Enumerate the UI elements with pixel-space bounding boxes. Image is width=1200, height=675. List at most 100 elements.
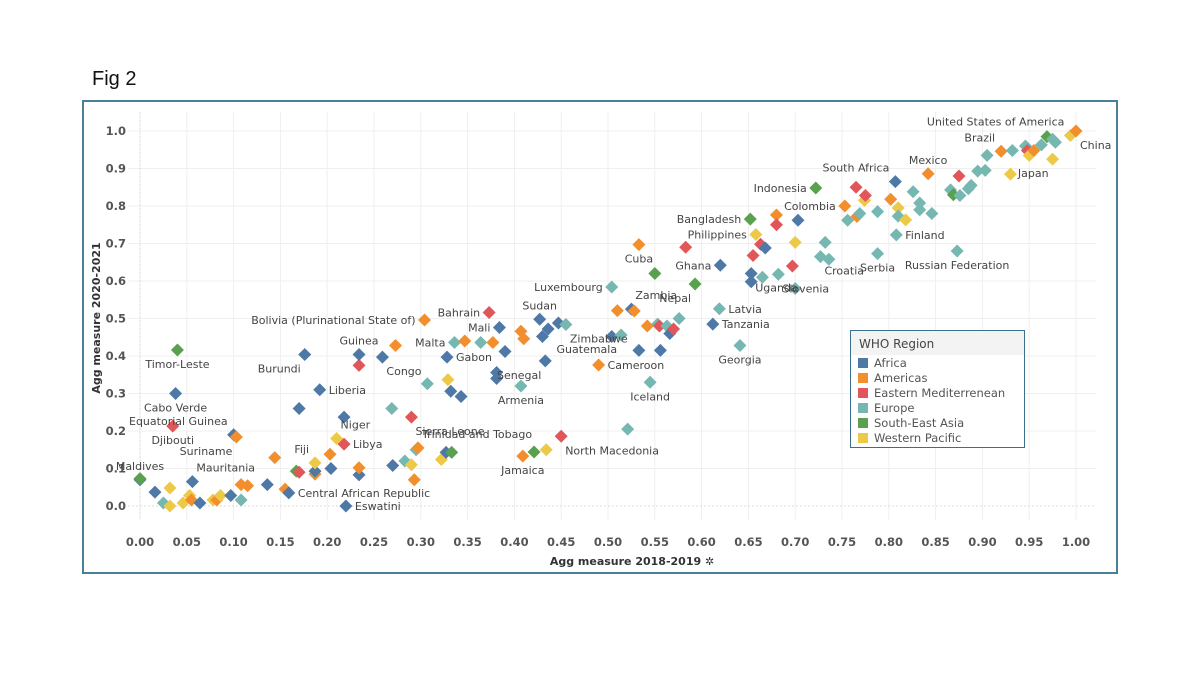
data-point[interactable] — [978, 163, 992, 177]
data-point[interactable] — [744, 267, 758, 280]
data-point[interactable] — [706, 317, 720, 331]
data-point[interactable] — [788, 282, 802, 295]
data-point[interactable] — [559, 318, 573, 331]
data-point[interactable] — [871, 247, 885, 261]
data-point[interactable] — [921, 167, 935, 181]
data-point[interactable] — [632, 343, 646, 357]
data-point[interactable] — [749, 228, 763, 241]
data-point[interactable] — [605, 280, 619, 294]
data-point[interactable] — [640, 319, 654, 333]
data-point[interactable] — [592, 358, 606, 372]
data-point[interactable] — [407, 473, 421, 487]
data-point[interactable] — [541, 322, 555, 336]
data-point[interactable] — [643, 375, 657, 389]
data-point[interactable] — [853, 207, 867, 220]
data-point[interactable] — [841, 213, 855, 227]
data-point[interactable] — [482, 306, 496, 319]
data-point[interactable] — [610, 304, 624, 318]
data-point[interactable] — [769, 208, 783, 222]
data-point[interactable] — [298, 348, 312, 361]
data-point[interactable] — [514, 379, 528, 393]
data-point[interactable] — [268, 451, 282, 465]
data-point[interactable] — [418, 313, 432, 327]
data-point[interactable] — [952, 169, 966, 183]
data-point[interactable] — [498, 345, 512, 358]
data-point[interactable] — [260, 478, 274, 492]
data-point[interactable] — [474, 336, 488, 349]
data-point[interactable] — [906, 185, 920, 199]
data-point[interactable] — [444, 384, 458, 398]
legend-item[interactable]: Europe — [851, 400, 1024, 415]
data-point[interactable] — [337, 410, 351, 424]
data-point[interactable] — [375, 350, 389, 364]
data-point[interactable] — [133, 472, 147, 486]
data-point[interactable] — [533, 312, 547, 326]
data-point[interactable] — [838, 199, 852, 213]
data-point[interactable] — [653, 343, 667, 357]
legend-item[interactable]: Eastern Mediterrenean — [851, 385, 1024, 400]
data-point[interactable] — [809, 181, 823, 195]
data-point[interactable] — [994, 144, 1008, 158]
data-point[interactable] — [241, 479, 255, 493]
data-point[interactable] — [282, 486, 296, 500]
data-point[interactable] — [169, 387, 183, 400]
data-point[interactable] — [404, 458, 418, 472]
data-point[interactable] — [672, 312, 686, 325]
data-point[interactable] — [858, 189, 872, 202]
data-point[interactable] — [163, 481, 177, 495]
data-point[interactable] — [913, 196, 927, 210]
data-point[interactable] — [213, 489, 227, 502]
data-point[interactable] — [389, 339, 403, 352]
data-point[interactable] — [535, 330, 549, 343]
data-point[interactable] — [688, 277, 702, 291]
data-point[interactable] — [339, 499, 353, 513]
data-point[interactable] — [313, 383, 327, 397]
data-point[interactable] — [352, 348, 366, 361]
data-point[interactable] — [193, 496, 207, 510]
legend-item[interactable]: Western Pacific — [851, 430, 1024, 445]
data-point[interactable] — [889, 228, 903, 242]
data-point[interactable] — [632, 238, 646, 252]
data-point[interactable] — [352, 461, 366, 475]
data-point[interactable] — [385, 402, 399, 415]
data-point[interactable] — [1034, 138, 1048, 152]
data-point[interactable] — [746, 249, 760, 262]
data-point[interactable] — [1069, 124, 1083, 138]
data-point[interactable] — [441, 373, 455, 387]
data-point[interactable] — [769, 218, 783, 232]
data-point[interactable] — [234, 493, 248, 507]
data-point[interactable] — [539, 443, 553, 457]
data-point[interactable] — [337, 437, 351, 451]
data-point[interactable] — [330, 432, 344, 445]
data-point[interactable] — [648, 267, 662, 280]
data-point[interactable] — [352, 468, 366, 482]
data-point[interactable] — [352, 358, 366, 372]
data-point[interactable] — [744, 275, 758, 289]
data-point[interactable] — [614, 328, 628, 342]
data-point[interactable] — [454, 390, 468, 403]
data-point[interactable] — [1005, 144, 1019, 157]
data-point[interactable] — [148, 485, 162, 499]
data-point[interactable] — [170, 343, 184, 357]
data-point[interactable] — [229, 430, 243, 444]
data-point[interactable] — [980, 148, 994, 162]
data-point[interactable] — [925, 207, 939, 220]
data-point[interactable] — [554, 429, 568, 443]
data-point[interactable] — [884, 192, 898, 206]
data-point[interactable] — [605, 330, 619, 343]
data-point[interactable] — [712, 302, 726, 316]
data-point[interactable] — [224, 489, 238, 502]
data-point[interactable] — [891, 201, 905, 215]
data-point[interactable] — [788, 235, 802, 249]
data-point[interactable] — [516, 449, 530, 463]
data-point[interactable] — [899, 213, 913, 227]
data-point[interactable] — [420, 377, 434, 391]
data-point[interactable] — [627, 304, 641, 318]
data-point[interactable] — [964, 178, 978, 192]
data-point[interactable] — [440, 350, 454, 364]
data-point[interactable] — [1003, 167, 1017, 181]
data-point[interactable] — [791, 213, 805, 227]
data-point[interactable] — [713, 258, 727, 272]
data-point[interactable] — [888, 175, 902, 189]
data-point[interactable] — [166, 419, 180, 433]
